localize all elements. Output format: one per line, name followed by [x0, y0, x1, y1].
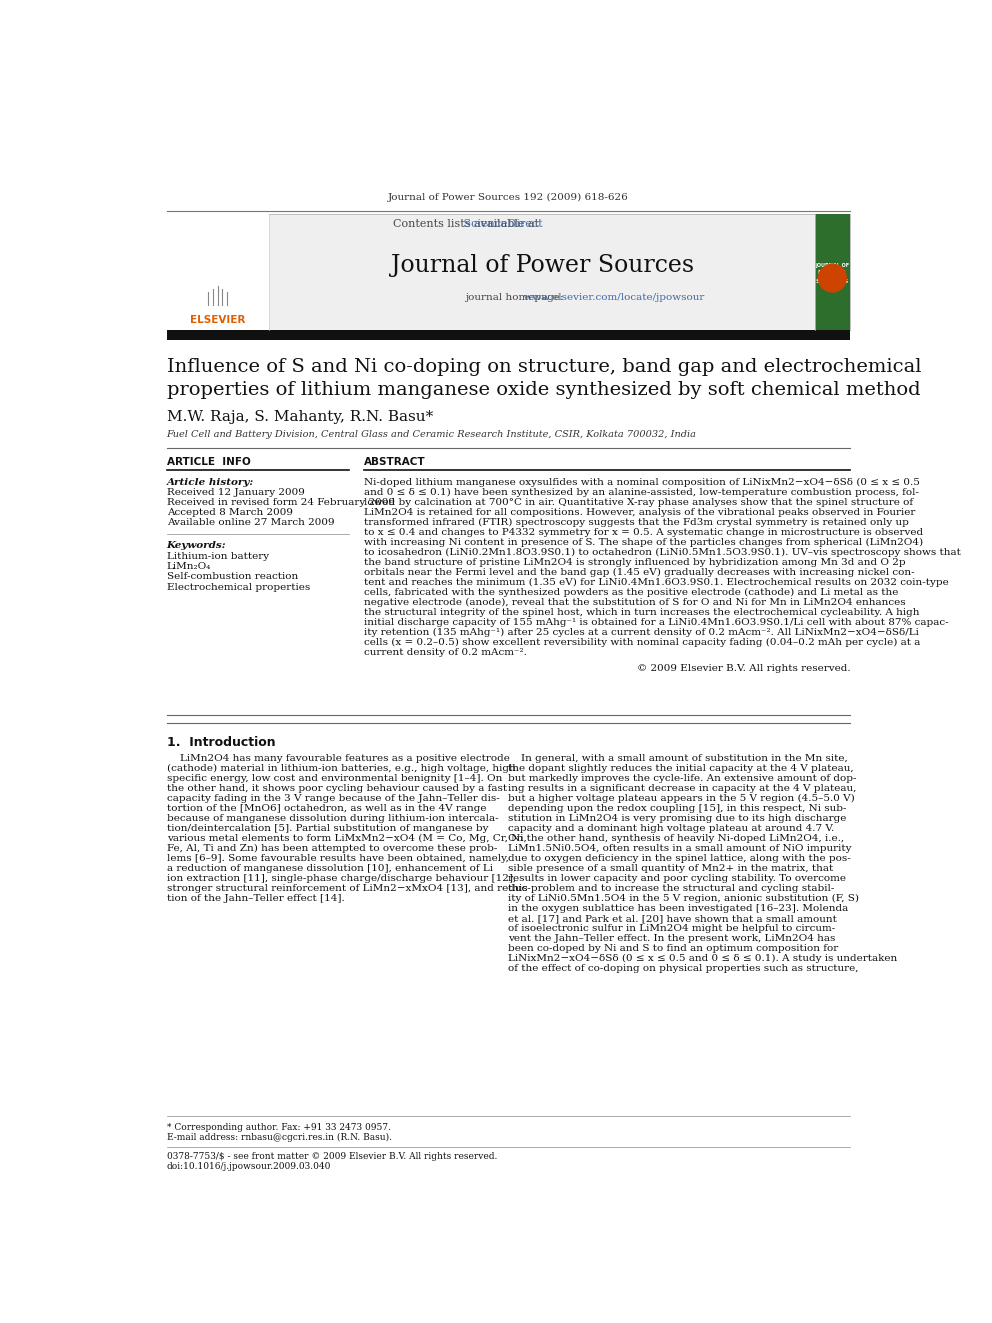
Text: of the effect of co-doping on physical properties such as structure,: of the effect of co-doping on physical p…	[509, 964, 859, 974]
Text: et al. [17] and Park et al. [20] have shown that a small amount: et al. [17] and Park et al. [20] have sh…	[509, 914, 837, 923]
Text: * Corresponding author. Fax: +91 33 2473 0957.: * Corresponding author. Fax: +91 33 2473…	[167, 1123, 391, 1132]
Text: Lithium-ion battery: Lithium-ion battery	[167, 552, 269, 561]
Text: but markedly improves the cycle-life. An extensive amount of dop-: but markedly improves the cycle-life. An…	[509, 774, 857, 783]
Text: Fe, Al, Ti and Zn) has been attempted to overcome these prob-: Fe, Al, Ti and Zn) has been attempted to…	[167, 844, 497, 853]
Text: Electrochemical properties: Electrochemical properties	[167, 582, 310, 591]
Text: E-mail address: rnbasu@cgcri.res.in (R.N. Basu).: E-mail address: rnbasu@cgcri.res.in (R.N…	[167, 1132, 392, 1142]
Text: in the oxygen sublattice has been investigated [16–23]. Molenda: in the oxygen sublattice has been invest…	[509, 904, 848, 913]
Bar	[167, 214, 269, 329]
Text: capacity and a dominant high voltage plateau at around 4.7 V.: capacity and a dominant high voltage pla…	[509, 824, 834, 833]
Text: because of manganese dissolution during lithium-ion intercala-: because of manganese dissolution during …	[167, 814, 498, 823]
Text: Article history:: Article history:	[167, 478, 254, 487]
Bar	[167, 331, 850, 340]
Text: results in lower capacity and poor cycling stability. To overcome: results in lower capacity and poor cycli…	[509, 875, 846, 884]
Text: vent the Jahn–Teller effect. In the present work, LiMn2O4 has: vent the Jahn–Teller effect. In the pres…	[509, 934, 836, 943]
Text: doi:10.1016/j.jpowsour.2009.03.040: doi:10.1016/j.jpowsour.2009.03.040	[167, 1162, 331, 1171]
Text: ScienceDirect: ScienceDirect	[362, 220, 543, 229]
Text: tent and reaches the minimum (1.35 eV) for LiNi0.4Mn1.6O3.9S0.1. Electrochemical: tent and reaches the minimum (1.35 eV) f…	[364, 578, 949, 587]
Text: with increasing Ni content in presence of S. The shape of the particles changes : with increasing Ni content in presence o…	[364, 537, 924, 546]
Text: the structural integrity of the spinel host, which in turn increases the electro: the structural integrity of the spinel h…	[364, 607, 920, 617]
Text: (cathode) material in lithium-ion batteries, e.g., high voltage, high: (cathode) material in lithium-ion batter…	[167, 765, 516, 773]
Text: Received 12 January 2009: Received 12 January 2009	[167, 488, 305, 497]
Text: Ni-doped lithium manganese oxysulfides with a nominal composition of LiNixMn2−xO: Ni-doped lithium manganese oxysulfides w…	[364, 478, 921, 487]
Text: depending upon the redox coupling [15], in this respect, Ni sub-: depending upon the redox coupling [15], …	[509, 804, 847, 814]
Text: Contents lists available at: Contents lists available at	[393, 220, 543, 229]
Text: to x ≤ 0.4 and changes to P4332 symmetry for x = 0.5. A systematic change in mic: to x ≤ 0.4 and changes to P4332 symmetry…	[364, 528, 924, 537]
Text: Self-combustion reaction: Self-combustion reaction	[167, 573, 298, 581]
Text: ity retention (135 mAhg⁻¹) after 25 cycles at a current density of 0.2 mAcm⁻². A: ity retention (135 mAhg⁻¹) after 25 cycl…	[364, 627, 920, 636]
Text: lowed by calcination at 700°C in air. Quantitative X-ray phase analyses show tha: lowed by calcination at 700°C in air. Qu…	[364, 497, 914, 507]
Text: current density of 0.2 mAcm⁻².: current density of 0.2 mAcm⁻².	[364, 648, 527, 656]
Text: Fuel Cell and Battery Division, Central Glass and Ceramic Research Institute, CS: Fuel Cell and Battery Division, Central …	[167, 430, 696, 439]
Text: JOURNAL OF: JOURNAL OF	[815, 262, 849, 267]
Text: due to oxygen deficiency in the spinel lattice, along with the pos-: due to oxygen deficiency in the spinel l…	[509, 855, 851, 863]
Text: cells (x = 0.2–0.5) show excellent reversibility with nominal capacity fading (0: cells (x = 0.2–0.5) show excellent rever…	[364, 638, 921, 647]
Text: but a higher voltage plateau appears in the 5 V region (4.5–5.0 V): but a higher voltage plateau appears in …	[509, 794, 855, 803]
Circle shape	[818, 265, 846, 292]
Text: ELSEVIER: ELSEVIER	[190, 315, 245, 325]
Text: the other hand, it shows poor cycling behaviour caused by a fast: the other hand, it shows poor cycling be…	[167, 785, 507, 792]
Text: been co-doped by Ni and S to find an optimum composition for: been co-doped by Ni and S to find an opt…	[509, 945, 838, 954]
Text: Received in revised form 24 February 2009: Received in revised form 24 February 200…	[167, 499, 395, 508]
Text: and 0 ≤ δ ≤ 0.1) have been synthesized by an alanine-assisted, low-temperature c: and 0 ≤ δ ≤ 0.1) have been synthesized b…	[364, 488, 920, 496]
Text: lems [6–9]. Some favourable results have been obtained, namely,: lems [6–9]. Some favourable results have…	[167, 855, 509, 863]
Text: ion extraction [11], single-phase charge/discharge behaviour [12],: ion extraction [11], single-phase charge…	[167, 875, 516, 884]
Text: tortion of the [MnO6] octahedron, as well as in the 4V range: tortion of the [MnO6] octahedron, as wel…	[167, 804, 486, 814]
Text: LiMn₂O₄: LiMn₂O₄	[167, 562, 211, 572]
Text: LiMn1.5Ni0.5O4, often results in a small amount of NiO impurity: LiMn1.5Ni0.5O4, often results in a small…	[509, 844, 852, 853]
Text: various metal elements to form LiMxMn2−xO4 (M = Co, Mg, Cr, Ni,: various metal elements to form LiMxMn2−x…	[167, 833, 527, 843]
Text: ity of LiNi0.5Mn1.5O4 in the 5 V region, anionic substitution (F, S): ity of LiNi0.5Mn1.5O4 in the 5 V region,…	[509, 894, 859, 904]
Text: properties of lithium manganese oxide synthesized by soft chemical method: properties of lithium manganese oxide sy…	[167, 381, 921, 398]
Text: negative electrode (anode), reveal that the substitution of S for O and Ni for M: negative electrode (anode), reveal that …	[364, 598, 906, 607]
Text: Journal of Power Sources 192 (2009) 618-626: Journal of Power Sources 192 (2009) 618-…	[388, 193, 629, 202]
Text: this problem and to increase the structural and cycling stabil-: this problem and to increase the structu…	[509, 884, 835, 893]
Text: LiMn2O4 has many favourable features as a positive electrode: LiMn2O4 has many favourable features as …	[167, 754, 510, 763]
Text: cells, fabricated with the synthesized powders as the positive electrode (cathod: cells, fabricated with the synthesized p…	[364, 587, 899, 597]
Text: the dopant slightly reduces the initial capacity at the 4 V plateau,: the dopant slightly reduces the initial …	[509, 765, 854, 773]
Text: to icosahedron (LiNi0.2Mn1.8O3.9S0.1) to octahedron (LiNi0.5Mn1.5O3.9S0.1). UV–v: to icosahedron (LiNi0.2Mn1.8O3.9S0.1) to…	[364, 548, 961, 557]
Text: In general, with a small amount of substitution in the Mn site,: In general, with a small amount of subst…	[509, 754, 848, 763]
Text: Accepted 8 March 2009: Accepted 8 March 2009	[167, 508, 293, 517]
Text: Journal of Power Sources: Journal of Power Sources	[391, 254, 694, 277]
Bar	[815, 214, 850, 329]
Text: stitution in LiMn2O4 is very promising due to its high discharge: stitution in LiMn2O4 is very promising d…	[509, 814, 847, 823]
Text: specific energy, low cost and environmental benignity [1–4]. On: specific energy, low cost and environmen…	[167, 774, 502, 783]
Text: SOURCES: SOURCES	[815, 279, 849, 283]
Text: POWER: POWER	[817, 270, 847, 275]
Text: orbitals near the Fermi level and the band gap (1.45 eV) gradually decreases wit: orbitals near the Fermi level and the ba…	[364, 568, 915, 577]
Text: Keywords:: Keywords:	[167, 541, 226, 550]
Text: a reduction of manganese dissolution [10], enhancement of Li: a reduction of manganese dissolution [10…	[167, 864, 493, 873]
Text: M.W. Raja, S. Mahanty, R.N. Basu*: M.W. Raja, S. Mahanty, R.N. Basu*	[167, 410, 433, 423]
Text: ing results in a significant decrease in capacity at the 4 V plateau,: ing results in a significant decrease in…	[509, 785, 857, 792]
Text: © 2009 Elsevier B.V. All rights reserved.: © 2009 Elsevier B.V. All rights reserved…	[637, 664, 850, 673]
Text: Available online 27 March 2009: Available online 27 March 2009	[167, 519, 334, 528]
Text: transformed infrared (FTIR) spectroscopy suggests that the Fd3m crystal symmetry: transformed infrared (FTIR) spectroscopy…	[364, 517, 909, 527]
Text: www.elsevier.com/locate/jpowsour: www.elsevier.com/locate/jpowsour	[465, 292, 704, 302]
Text: 1.  Introduction: 1. Introduction	[167, 736, 275, 749]
Text: ABSTRACT: ABSTRACT	[364, 458, 426, 467]
Text: sible presence of a small quantity of Mn2+ in the matrix, that: sible presence of a small quantity of Mn…	[509, 864, 833, 873]
Text: tion/deintercalation [5]. Partial substitution of manganese by: tion/deintercalation [5]. Partial substi…	[167, 824, 488, 833]
Text: initial discharge capacity of 155 mAhg⁻¹ is obtained for a LiNi0.4Mn1.6O3.9S0.1/: initial discharge capacity of 155 mAhg⁻¹…	[364, 618, 949, 627]
Bar	[167, 214, 850, 329]
Text: 0378-7753/$ - see front matter © 2009 Elsevier B.V. All rights reserved.: 0378-7753/$ - see front matter © 2009 El…	[167, 1152, 497, 1162]
Text: ARTICLE  INFO: ARTICLE INFO	[167, 458, 250, 467]
Text: On the other hand, synthesis of heavily Ni-doped LiMn2O4, i.e.,: On the other hand, synthesis of heavily …	[509, 835, 844, 843]
Text: Influence of S and Ni co-doping on structure, band gap and electrochemical: Influence of S and Ni co-doping on struc…	[167, 357, 922, 376]
Text: tion of the Jahn–Teller effect [14].: tion of the Jahn–Teller effect [14].	[167, 894, 344, 904]
Text: of isoelectronic sulfur in LiMn2O4 might be helpful to circum-: of isoelectronic sulfur in LiMn2O4 might…	[509, 925, 835, 933]
Text: LiMn2O4 is retained for all compositions. However, analysis of the vibrational p: LiMn2O4 is retained for all compositions…	[364, 508, 916, 517]
Text: LiNixMn2−xO4−δSδ (0 ≤ x ≤ 0.5 and 0 ≤ δ ≤ 0.1). A study is undertaken: LiNixMn2−xO4−δSδ (0 ≤ x ≤ 0.5 and 0 ≤ δ …	[509, 954, 898, 963]
Text: journal homepage:: journal homepage:	[465, 292, 566, 302]
Text: stronger structural reinforcement of LiMn2−xMxO4 [13], and reduc-: stronger structural reinforcement of LiM…	[167, 884, 531, 893]
Text: the band structure of pristine LiMn2O4 is strongly influenced by hybridization a: the band structure of pristine LiMn2O4 i…	[364, 558, 906, 566]
Text: capacity fading in the 3 V range because of the Jahn–Teller dis-: capacity fading in the 3 V range because…	[167, 794, 499, 803]
